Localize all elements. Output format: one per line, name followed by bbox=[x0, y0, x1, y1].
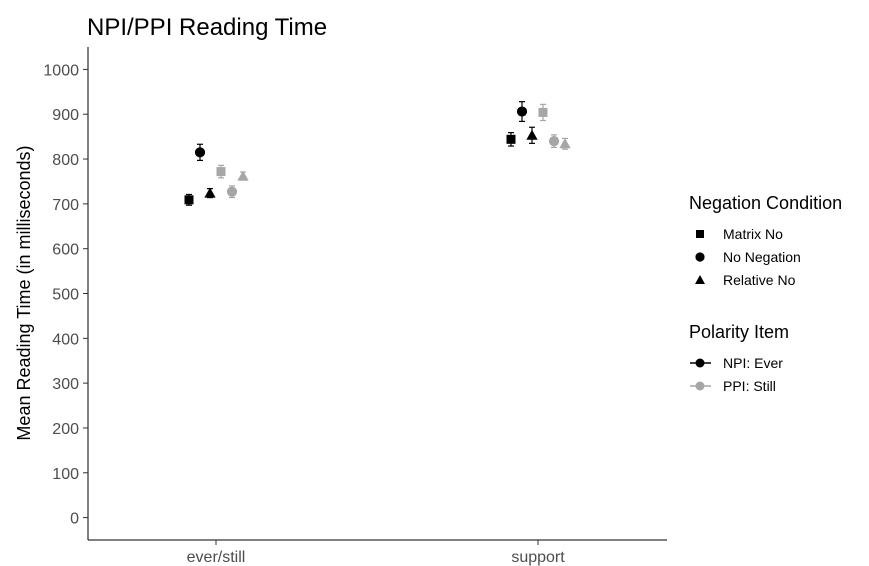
legend-label-relative-no: Relative No bbox=[723, 272, 796, 288]
point-npi-ever-relative-no-support bbox=[526, 127, 537, 143]
square-marker bbox=[185, 195, 194, 204]
circle-marker bbox=[227, 187, 237, 197]
point-ppi-still-relative-no-ever-still bbox=[237, 170, 248, 180]
y-tick-label: 300 bbox=[52, 376, 79, 393]
legend-label-npi-ever: NPI: Ever bbox=[723, 355, 783, 371]
point-npi-ever-matrix-no-support bbox=[507, 133, 516, 146]
square-marker bbox=[217, 167, 226, 176]
y-tick-label: 700 bbox=[52, 197, 79, 214]
legend-label-matrix-no: Matrix No bbox=[723, 226, 783, 242]
point-npi-ever-no-negation-ever-still bbox=[195, 144, 205, 160]
shape-legend: Negation Condition Matrix No No Negation R… bbox=[689, 193, 842, 288]
legend-circle-icon bbox=[696, 382, 705, 391]
point-ppi-still-matrix-no-support bbox=[539, 104, 548, 120]
data-points bbox=[185, 102, 571, 206]
triangle-marker bbox=[559, 138, 570, 148]
y-tick-label: 1000 bbox=[43, 62, 79, 79]
chart-title: NPI/PPI Reading Time bbox=[87, 14, 327, 41]
circle-marker bbox=[195, 147, 205, 157]
circle-marker bbox=[517, 106, 527, 116]
square-marker bbox=[539, 108, 548, 117]
legend-circle-icon bbox=[695, 252, 704, 261]
legend-square-icon bbox=[696, 230, 704, 238]
triangle-marker bbox=[526, 130, 537, 140]
triangle-marker bbox=[237, 170, 248, 180]
square-marker bbox=[507, 135, 516, 144]
y-ticks: 0 100 200 300 400 500 600 700 800 900 1000 bbox=[43, 62, 88, 527]
legend-label-ppi-still: PPI: Still bbox=[723, 378, 776, 394]
y-tick-label: 200 bbox=[52, 421, 79, 438]
x-tick-label-ever-still: ever/still bbox=[187, 549, 246, 566]
color-legend-title: Polarity Item bbox=[689, 322, 789, 342]
point-npi-ever-matrix-no-ever-still bbox=[185, 194, 194, 205]
triangle-marker bbox=[204, 187, 215, 197]
y-tick-label: 500 bbox=[52, 287, 79, 304]
point-ppi-still-no-negation-support bbox=[549, 135, 559, 148]
point-npi-ever-relative-no-ever-still bbox=[204, 187, 215, 197]
legend-circle-icon bbox=[696, 359, 705, 368]
y-tick-label: 600 bbox=[52, 242, 79, 259]
legend-triangle-icon bbox=[695, 275, 705, 284]
color-legend: Polarity Item NPI: Ever PPI: Still bbox=[689, 322, 789, 394]
x-tick-label-support: support bbox=[511, 549, 565, 566]
y-tick-label: 400 bbox=[52, 331, 79, 348]
point-ppi-still-no-negation-ever-still bbox=[227, 186, 237, 198]
y-tick-label: 900 bbox=[52, 107, 79, 124]
y-tick-label: 0 bbox=[70, 511, 79, 528]
y-axis-title: Mean Reading Time (in milliseconds) bbox=[14, 145, 34, 440]
legend-label-no-negation: No Negation bbox=[723, 249, 801, 265]
y-tick-label: 800 bbox=[52, 152, 79, 169]
point-ppi-still-matrix-no-ever-still bbox=[217, 165, 226, 178]
shape-legend-title: Negation Condition bbox=[689, 193, 842, 213]
x-ticks: ever/still support bbox=[187, 540, 566, 566]
point-npi-ever-no-negation-support bbox=[517, 102, 527, 122]
point-ppi-still-relative-no-support bbox=[559, 138, 570, 149]
circle-marker bbox=[549, 136, 559, 146]
y-tick-label: 100 bbox=[52, 466, 79, 483]
